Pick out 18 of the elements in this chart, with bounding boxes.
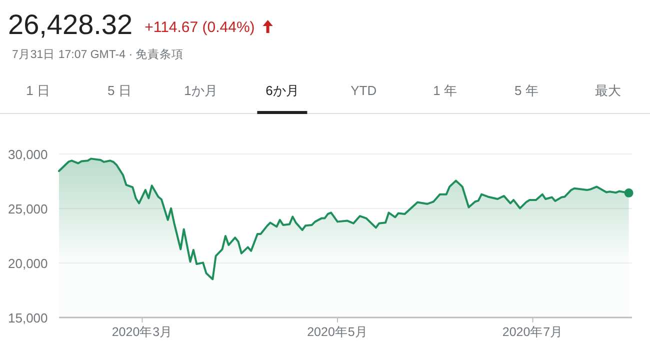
- text: YTD: [350, 83, 377, 98]
- text: 1か月: [184, 83, 218, 98]
- y-tick-label: 15,000: [8, 310, 48, 326]
- x-tick-label: 2020年5月: [307, 325, 368, 339]
- x-tick-label: 2020年7月: [502, 325, 564, 339]
- text: 6か月: [266, 83, 299, 98]
- text: 最大: [594, 83, 621, 98]
- text: 1 年: [433, 83, 457, 98]
- y-tick-label: 30,000: [8, 147, 48, 162]
- y-tick-label: 25,000: [8, 202, 48, 216]
- chart-subtitle: +114.67 (0.44%): [144, 19, 255, 36]
- text: 5 年: [514, 83, 538, 98]
- text: 7月31日 17:07 GMT-4 · 免責条項: [12, 48, 184, 61]
- text: 1 日: [26, 83, 50, 98]
- text: 5 日: [107, 83, 132, 98]
- chart-title: 26,428.32: [8, 9, 133, 40]
- y-tick-label: 20,000: [8, 256, 48, 271]
- x-tick-label: 2020年3月: [112, 325, 173, 339]
